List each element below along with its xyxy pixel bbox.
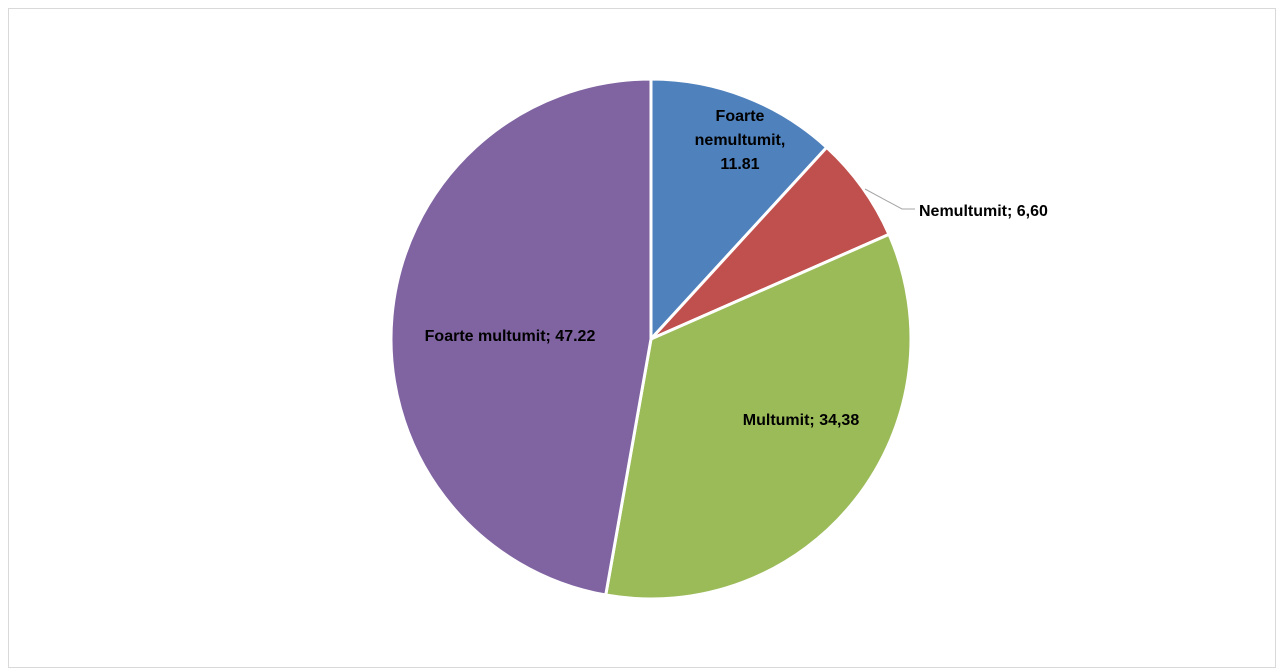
leader-lines: [864, 188, 915, 210]
data-label-foarte-nemultumit: Foarte nemultumit, 11.81: [695, 108, 786, 173]
data-label-multumit: Multumit; 34,38: [743, 412, 860, 429]
data-labels: Foarte nemultumit, 11.81 Nemultumit; 6,60 Mu…: [425, 108, 1048, 429]
data-label-foarte-multumit: Foarte multumit; 47.22: [425, 328, 596, 345]
leader-line-nemultumit: [864, 188, 915, 210]
pie-chart: Foarte nemultumit, 11.81 Nemultumit; 6,60 Mu…: [389, 77, 1048, 601]
data-label-nemultumit: Nemultumit; 6,60: [919, 203, 1048, 220]
pie-slice-nemultumit: [649, 145, 891, 341]
pie-slices: [389, 77, 913, 601]
pie-slice-foarte-multumit: [389, 77, 653, 597]
pie-slice-foarte-nemultumit: [649, 77, 829, 343]
pie-slice-multumit: [604, 232, 913, 601]
chart-area: Foarte nemultumit, 11.81 Nemultumit; 6,60 Mu…: [8, 8, 1276, 668]
